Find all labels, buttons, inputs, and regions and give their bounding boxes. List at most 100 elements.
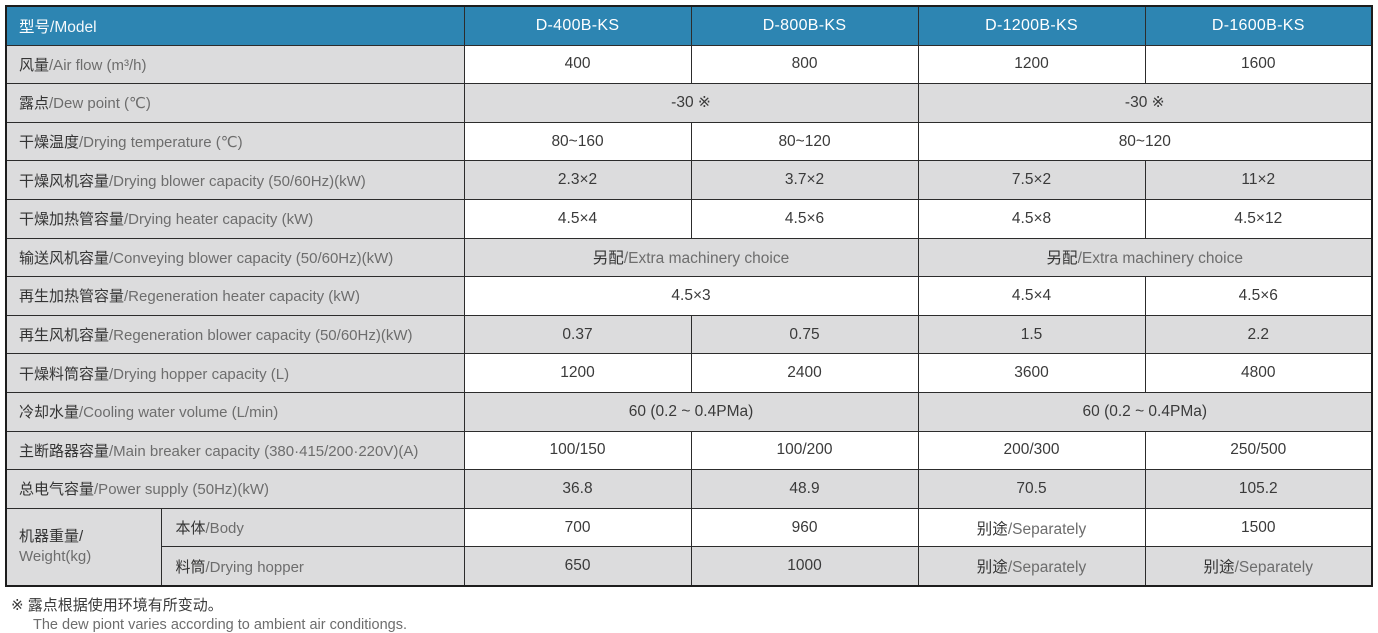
- row-drying-heater-capacity: 干燥加热管容量/Drying heater capacity (kW) 4.5×…: [5, 198, 1373, 239]
- row-weight-drying-hopper: 料筒/Drying hopper 650 1000 别途/Separately …: [6, 546, 1373, 587]
- value-cell-merged: 80~120: [917, 121, 1373, 162]
- value-cell-merged: 4.5×3: [463, 276, 919, 316]
- value-cell: 2.2: [1144, 314, 1373, 355]
- footnote-line-en: The dew piont varies according to ambien…: [33, 616, 407, 633]
- value-cn: 别途: [1203, 559, 1235, 577]
- model-d800: D-800B-KS: [690, 5, 919, 46]
- header-row: 型号/Model D-400B-KS D-800B-KS D-1200B-KS …: [5, 5, 1373, 46]
- value-cell: 4.5×6: [690, 198, 919, 239]
- value-cell: 400: [463, 44, 692, 85]
- row-label-cn: 再生风机容量: [19, 327, 110, 345]
- value-cell: 250/500: [1144, 430, 1373, 471]
- value-cell: 4.5×4: [917, 276, 1146, 316]
- row-main-breaker-capacity: 主断路器容量/Main breaker capacity (380·415/20…: [5, 430, 1373, 471]
- value-cell: 2.3×2: [463, 160, 692, 200]
- value-cell-merged: 另配/Extra machinery choice: [463, 237, 919, 278]
- row-regeneration-blower-capacity: 再生风机容量/Regeneration blower capacity (50/…: [5, 314, 1373, 355]
- value-cell: 1200: [917, 44, 1146, 85]
- row-label-en: /Drying blower capacity (50/60Hz)(kW): [109, 172, 366, 190]
- row-label-cn: 输送风机容量: [19, 249, 110, 267]
- row-label-en: /Regeneration blower capacity (50/60Hz)(…: [109, 327, 413, 345]
- row-sublabel: 料筒/Drying hopper: [160, 546, 465, 587]
- row-label: 干燥料筒容量/Drying hopper capacity (L): [5, 353, 465, 393]
- row-regeneration-heater-capacity: 再生加热管容量/Regeneration heater capacity (kW…: [5, 276, 1373, 316]
- value-cell-merged: 另配/Extra machinery choice: [917, 237, 1373, 278]
- value-cell: 70.5: [917, 469, 1146, 509]
- row-label: 再生风机容量/Regeneration blower capacity (50/…: [5, 314, 465, 355]
- row-label-cn: 主断路器容量: [19, 442, 110, 460]
- value-cell: 800: [690, 44, 919, 85]
- row-label-cn: 总电气容量: [19, 481, 95, 499]
- row-label: 冷却水量/Cooling water volume (L/min): [5, 391, 465, 432]
- value-en: /Separately: [1007, 520, 1087, 538]
- value-cell: 2400: [690, 353, 919, 393]
- value-en: /Extra machinery choice: [623, 250, 790, 268]
- value-cell: 别途/Separately: [917, 507, 1146, 548]
- row-label-cn: 风量: [19, 56, 50, 74]
- row-label: 输送风机容量/Conveying blower capacity (50/60H…: [5, 237, 465, 278]
- value-cell: 1.5: [917, 314, 1146, 355]
- weight-label-en: Weight(kg): [19, 547, 92, 565]
- value-cell: 105.2: [1144, 469, 1373, 509]
- value-cell: 700: [463, 507, 692, 548]
- value-cell-merged: 60 (0.2 ~ 0.4PMa): [917, 391, 1373, 432]
- row-label: 风量/Air flow (m³/h): [5, 44, 465, 85]
- row-label-en: /Power supply (50Hz)(kW): [94, 481, 270, 499]
- row-label-cn: 干燥料筒容量: [19, 365, 110, 383]
- row-label-en: /Air flow (m³/h): [49, 56, 147, 74]
- row-label-en: /Drying hopper: [205, 558, 304, 576]
- value-cell: 4800: [1144, 353, 1373, 393]
- value-cell: 11×2: [1144, 160, 1373, 200]
- model-header-cn: 型号: [19, 18, 51, 36]
- row-label-cn: 料筒: [175, 558, 206, 576]
- weight-label-cn: 机器重量/: [19, 527, 84, 545]
- row-label-en: /Drying temperature (℃): [79, 134, 243, 152]
- row-label: 总电气容量/Power supply (50Hz)(kW): [5, 469, 465, 509]
- row-weight-body: 机器重量/ Weight(kg) 本体/Body 700 960 别途/Sepa…: [5, 507, 1373, 587]
- row-label-cn: 再生加热管容量: [19, 288, 125, 306]
- row-label: 干燥温度/Drying temperature (℃): [5, 121, 465, 162]
- row-label-en: /Drying hopper capacity (L): [109, 365, 290, 383]
- row-label-cn: 干燥加热管容量: [19, 211, 125, 229]
- row-drying-blower-capacity: 干燥风机容量/Drying blower capacity (50/60Hz)(…: [5, 160, 1373, 200]
- row-label-en: /Conveying blower capacity (50/60Hz)(kW): [109, 249, 394, 267]
- row-conveying-blower-capacity: 输送风机容量/Conveying blower capacity (50/60H…: [5, 237, 1373, 278]
- row-cooling-water-volume: 冷却水量/Cooling water volume (L/min) 60 (0.…: [5, 391, 1373, 432]
- value-cell-merged: 60 (0.2 ~ 0.4PMa): [463, 391, 919, 432]
- row-power-supply: 总电气容量/Power supply (50Hz)(kW) 36.8 48.9 …: [5, 469, 1373, 509]
- value-cell: 80~160: [463, 121, 692, 162]
- row-label: 干燥加热管容量/Drying heater capacity (kW): [5, 198, 465, 239]
- model-d1600: D-1600B-KS: [1144, 5, 1373, 46]
- value-cell-merged: -30 ※: [463, 83, 919, 123]
- value-cell: 别途/Separately: [1144, 546, 1373, 587]
- row-drying-hopper-capacity: 干燥料筒容量/Drying hopper capacity (L) 1200 2…: [5, 353, 1373, 393]
- value-cell: 80~120: [690, 121, 919, 162]
- model-header-en: /Model: [50, 18, 97, 36]
- value-cell: 1200: [463, 353, 692, 393]
- value-cell: 36.8: [463, 469, 692, 509]
- value-cell: 650: [463, 546, 692, 587]
- value-cell-merged: -30 ※: [917, 83, 1373, 123]
- row-label-cn: 干燥温度: [19, 134, 80, 152]
- value-cell: 3600: [917, 353, 1146, 393]
- model-d400: D-400B-KS: [463, 5, 692, 46]
- row-label: 再生加热管容量/Regeneration heater capacity (kW…: [5, 276, 465, 316]
- model-d1200: D-1200B-KS: [917, 5, 1146, 46]
- value-cell: 4.5×8: [917, 198, 1146, 239]
- value-cell: 4.5×12: [1144, 198, 1373, 239]
- value-cell: 200/300: [917, 430, 1146, 471]
- footnote: ※ 露点根据使用环境有所变动。 The dew piont varies acc…: [11, 594, 1378, 633]
- row-air-flow: 风量/Air flow (m³/h) 400 800 1200 1600: [5, 44, 1373, 85]
- value-cell: 7.5×2: [917, 160, 1146, 200]
- row-label-en: /Dew point (℃): [49, 95, 151, 113]
- row-label-cn: 露点: [19, 95, 50, 113]
- row-label-en: /Regeneration heater capacity (kW): [124, 288, 360, 306]
- value-en: /Extra machinery choice: [1077, 250, 1243, 268]
- value-cn: 别途: [976, 520, 1008, 538]
- row-label-cn: 冷却水量: [19, 404, 80, 422]
- row-label: 干燥风机容量/Drying blower capacity (50/60Hz)(…: [5, 160, 465, 200]
- value-cell: 960: [690, 507, 919, 548]
- row-dew-point: 露点/Dew point (℃) -30 ※ -30 ※: [5, 83, 1373, 123]
- row-label-cn: 干燥风机容量: [19, 172, 110, 190]
